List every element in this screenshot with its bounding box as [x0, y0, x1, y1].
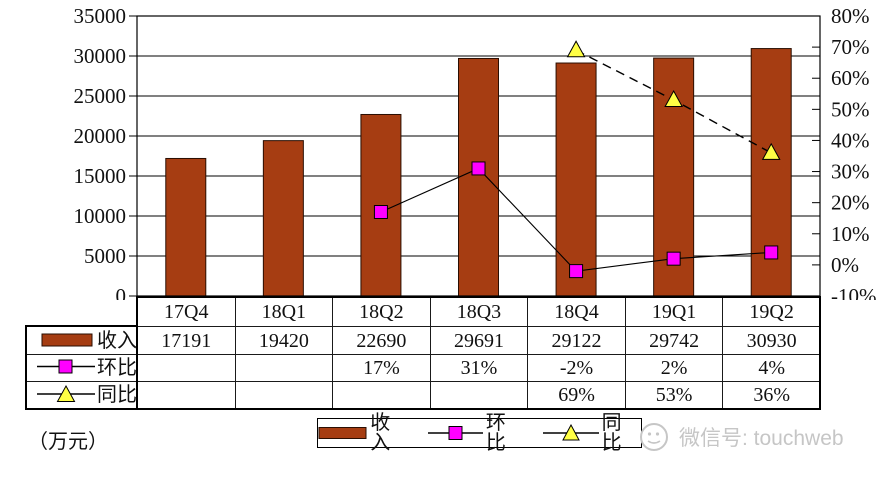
unit-label: （万元） [28, 431, 108, 453]
table-cell-qoq [137, 354, 236, 382]
wechat-icon [640, 423, 668, 451]
revenue-swatch-icon [41, 331, 95, 351]
bar-17Q4 [165, 157, 207, 297]
watermark-text: 微信号: touchweb [679, 427, 844, 450]
legend-label-qoq: 环比 [485, 412, 506, 454]
legend-item-revenue[interactable]: 收入 [318, 413, 410, 453]
table-header-cell: 18Q1 [234, 297, 334, 327]
data-table: 17Q4 18Q1 18Q2 18Q3 18Q4 19Q1 19Q2 收入 17191 19420… [25, 297, 821, 409]
table-cell-yoy: 69% [527, 381, 626, 409]
bar-18Q3 [458, 57, 499, 297]
table-cell-qoq: 4% [722, 354, 821, 382]
table-header-cell: 19Q1 [624, 297, 724, 327]
qoq-marker-19Q2 [764, 245, 779, 260]
table-cell-yoy [429, 381, 529, 409]
right-axis-label: -10% [831, 284, 877, 300]
data-table-wrap: 17Q4 18Q1 18Q2 18Q3 18Q4 19Q1 19Q2 收入 17191 19420… [25, 297, 821, 409]
table-cell-qoq [234, 354, 334, 382]
table-cell-revenue: 30930 [722, 326, 821, 355]
table-cell-qoq: 2% [624, 354, 724, 382]
left-axis-label: 35000 [74, 4, 127, 28]
table-cell-revenue: 29691 [429, 326, 529, 355]
table-ghost-cell [26, 298, 138, 327]
left-axis-label: 25000 [74, 84, 127, 108]
left-axis-label: 30000 [74, 44, 127, 68]
qoq-marker-18Q3 [471, 161, 486, 176]
table-header-cell: 17Q4 [137, 297, 236, 327]
table-series-label-yoy: 同比 [25, 381, 138, 409]
right-axis-label: 80% [831, 4, 870, 28]
revenue-swatch-icon [318, 427, 367, 439]
legend-label-yoy: 同比 [601, 412, 622, 454]
table-cell-revenue: 17191 [137, 326, 236, 355]
table-header-cell: 18Q3 [429, 297, 529, 327]
right-axis-label: 0% [831, 253, 859, 277]
table-cell-yoy [332, 381, 431, 409]
right-axis-label: 60% [831, 66, 870, 90]
qoq-swatch-icon [37, 358, 95, 379]
table-cell-revenue: 29742 [624, 326, 724, 355]
table-cell-revenue: 22690 [332, 326, 431, 355]
table-cell-yoy: 53% [624, 381, 724, 409]
table-series-label-qoq: 环比 [25, 354, 138, 382]
chart-legend: 收入 环比 同比 [317, 413, 642, 453]
right-axis-label: 20% [831, 191, 870, 215]
legend-item-qoq[interactable]: 环比 [427, 412, 526, 454]
table-cell-qoq: 17% [332, 354, 431, 382]
table-cell-revenue: 29122 [527, 326, 626, 355]
series-name: 收入 [97, 329, 137, 352]
qoq-marker-19Q1 [666, 251, 681, 266]
yoy-marker-19Q1 [664, 89, 683, 107]
table-header-cell: 18Q2 [332, 297, 431, 327]
qoq-marker-18Q2 [373, 205, 388, 219]
table-cell-yoy [137, 381, 236, 409]
table-series-label-revenue: 收入 [25, 326, 138, 355]
yoy-swatch-icon [37, 384, 95, 407]
right-axis-label: 30% [831, 160, 870, 184]
table-cell-yoy [234, 381, 334, 409]
series-name: 同比 [97, 384, 137, 406]
bar-18Q4 [555, 62, 597, 297]
right-axis-label: 40% [831, 128, 870, 152]
table-header-cell: 18Q4 [527, 297, 626, 327]
left-axis-label: 5000 [84, 244, 126, 268]
series-name: 环比 [97, 357, 137, 379]
table-cell-qoq: 31% [429, 354, 529, 382]
left-axis-label: 0 [116, 284, 127, 300]
table-cell-yoy: 36% [722, 381, 821, 409]
right-axis-label: 70% [831, 35, 870, 59]
table-header-cell: 19Q2 [722, 297, 821, 327]
right-axis-label: 50% [831, 97, 870, 121]
legend-label-revenue: 收入 [370, 412, 391, 454]
left-axis-label: 15000 [74, 164, 127, 188]
table-cell-qoq: -2% [527, 354, 626, 382]
qoq-swatch-icon [427, 426, 483, 440]
combo-chart-canvas: 35000 30000 25000 20000 15000 10000 5000 0 80% 70… [74, 4, 877, 308]
yoy-marker-19Q2 [761, 142, 781, 160]
yoy-marker-18Q4 [566, 40, 586, 58]
table-cell-revenue: 19420 [234, 326, 334, 355]
left-axis-label: 20000 [74, 124, 127, 148]
yoy-swatch-icon [543, 424, 599, 441]
qoq-marker-18Q4 [569, 264, 584, 279]
legend-item-yoy[interactable]: 同比 [543, 413, 641, 453]
watermark: 微信号: touchweb [637, 421, 844, 453]
left-axis-label: 10000 [74, 204, 127, 228]
bar-18Q1 [262, 140, 304, 297]
right-axis-label: 10% [831, 222, 870, 246]
